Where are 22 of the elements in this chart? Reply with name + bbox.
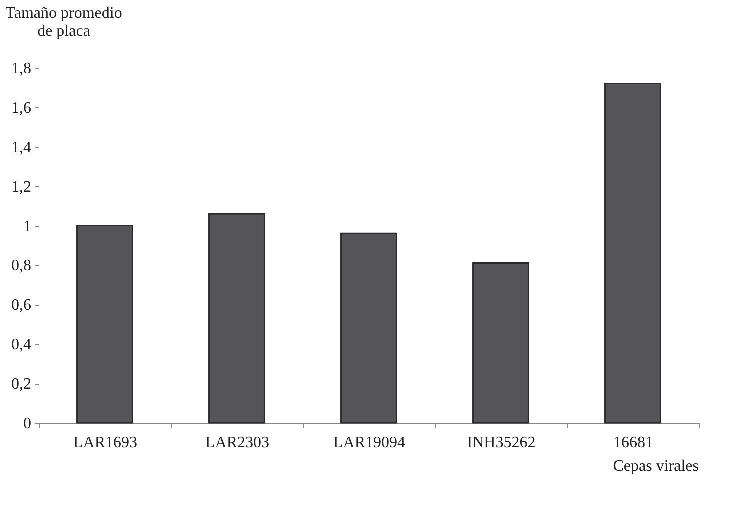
x-tick-label: LAR2303 (206, 434, 270, 452)
bar (472, 262, 530, 424)
x-tick-label: INH35262 (467, 434, 536, 452)
y-axis-title: Tamaño promedio de placa (6, 5, 122, 40)
y-tick-label: 0,6 (12, 297, 32, 314)
bar (604, 83, 662, 424)
y-tick-label: 0,8 (12, 258, 32, 275)
x-tick-label: 16681 (614, 434, 654, 452)
x-axis-title: Cepas virales (613, 458, 699, 475)
bar (340, 232, 398, 424)
y-tick-label: 1 (24, 218, 32, 236)
y-tick-label: 1,2 (12, 178, 32, 196)
x-tick-label: LAR19094 (334, 434, 406, 452)
y-tick-label: 0 (24, 416, 32, 432)
bar (76, 225, 134, 424)
y-tick-label: 0,2 (12, 376, 32, 394)
y-tick-label: 1,6 (12, 100, 32, 117)
y-tick-label: 0,4 (12, 336, 32, 354)
y-tick-label: 1,8 (12, 60, 32, 78)
y-tick-label: 1,4 (12, 139, 32, 156)
x-tick-label: LAR1693 (74, 434, 138, 452)
bar (208, 213, 266, 424)
